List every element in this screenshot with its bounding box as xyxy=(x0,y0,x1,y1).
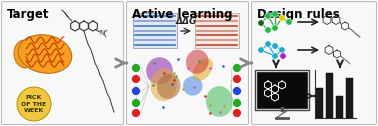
Circle shape xyxy=(279,47,285,53)
FancyBboxPatch shape xyxy=(251,2,376,124)
Circle shape xyxy=(132,108,141,118)
Bar xyxy=(326,73,333,118)
Text: Active learning: Active learning xyxy=(132,8,232,21)
Circle shape xyxy=(258,20,264,26)
Circle shape xyxy=(232,99,242,107)
FancyBboxPatch shape xyxy=(195,13,239,48)
Bar xyxy=(316,88,323,118)
Text: PICK
OF THE
WEEK: PICK OF THE WEEK xyxy=(22,95,46,113)
Circle shape xyxy=(272,43,278,49)
Circle shape xyxy=(232,87,242,96)
FancyBboxPatch shape xyxy=(127,2,248,124)
Circle shape xyxy=(265,13,271,19)
Ellipse shape xyxy=(146,57,173,85)
Circle shape xyxy=(279,15,285,21)
Circle shape xyxy=(17,87,51,121)
Ellipse shape xyxy=(186,50,209,74)
Circle shape xyxy=(232,108,242,118)
Circle shape xyxy=(232,64,242,72)
Ellipse shape xyxy=(18,35,72,73)
Circle shape xyxy=(258,47,264,53)
Bar xyxy=(336,96,343,118)
Bar xyxy=(346,78,353,118)
Circle shape xyxy=(132,87,141,96)
Ellipse shape xyxy=(193,58,213,81)
Circle shape xyxy=(232,74,242,84)
Text: Design rules: Design rules xyxy=(257,8,340,21)
Circle shape xyxy=(280,53,286,59)
Ellipse shape xyxy=(183,76,203,96)
Bar xyxy=(257,72,307,108)
Circle shape xyxy=(272,11,278,17)
FancyBboxPatch shape xyxy=(2,2,124,124)
Text: Target: Target xyxy=(7,8,50,21)
Text: N: N xyxy=(99,30,105,36)
Ellipse shape xyxy=(206,86,233,117)
Circle shape xyxy=(265,41,271,47)
Circle shape xyxy=(132,64,141,72)
Text: ΔΔG: ΔΔG xyxy=(175,17,197,26)
Ellipse shape xyxy=(157,74,181,99)
FancyBboxPatch shape xyxy=(133,13,177,48)
Circle shape xyxy=(265,27,271,33)
Ellipse shape xyxy=(14,40,36,68)
Ellipse shape xyxy=(150,68,177,101)
Circle shape xyxy=(132,74,141,84)
Circle shape xyxy=(272,25,278,31)
Circle shape xyxy=(272,53,278,59)
Circle shape xyxy=(132,99,141,107)
Circle shape xyxy=(286,19,292,25)
